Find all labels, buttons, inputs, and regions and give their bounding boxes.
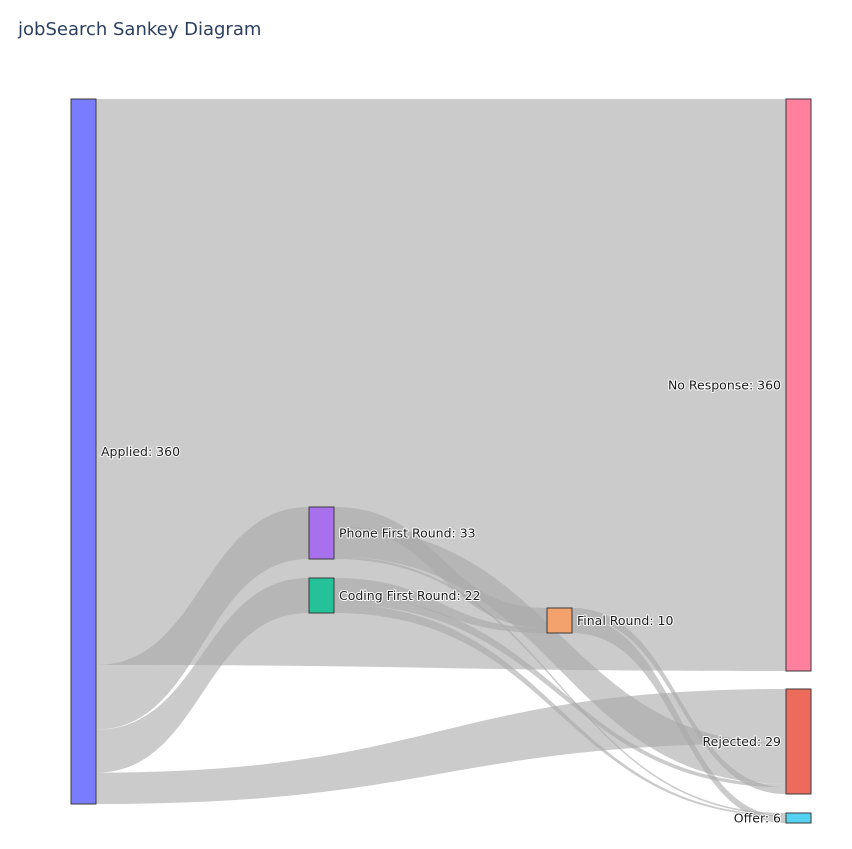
- chart-title: jobSearch Sankey Diagram: [18, 19, 262, 40]
- nodes-layer: [70, 98, 812, 824]
- node-label-rejected: Rejected: 29: [703, 734, 782, 749]
- links-layer: [96, 99, 786, 823]
- node-applied[interactable]: [70, 98, 97, 805]
- node-noresp[interactable]: [785, 98, 812, 672]
- link-final-to-rejected[interactable]: [572, 608, 786, 794]
- link-applied-to-phone[interactable]: [96, 507, 309, 730]
- node-phone[interactable]: [308, 506, 335, 560]
- node-final[interactable]: [546, 607, 573, 634]
- node-label-final: Final Round: 10: [577, 613, 673, 628]
- link-phone-to-rejected[interactable]: [334, 526, 786, 784]
- node-label-phone: Phone First Round: 33: [339, 526, 476, 541]
- link-coding-to-offer[interactable]: [334, 604, 786, 817]
- link-final-to-offer[interactable]: [572, 616, 786, 823]
- link-coding-to-final[interactable]: [334, 578, 547, 633]
- node-offer[interactable]: [785, 812, 812, 824]
- node-label-offer: Offer: 6: [734, 811, 781, 826]
- node-coding[interactable]: [308, 577, 335, 614]
- labels-layer: Applied: 360 Phone First Round: 33 Coding …: [100, 377, 782, 827]
- node-label-applied: Applied: 360: [101, 444, 180, 459]
- link-coding-to-rejected[interactable]: [334, 595, 786, 788]
- node-label-noresp: No Response: 360: [668, 378, 781, 393]
- link-applied-to-coding[interactable]: [96, 578, 309, 773]
- link-phone-to-offer[interactable]: [334, 556, 786, 815]
- node-rejected[interactable]: [785, 688, 812, 795]
- node-label-coding: Coding First Round: 22: [339, 588, 481, 603]
